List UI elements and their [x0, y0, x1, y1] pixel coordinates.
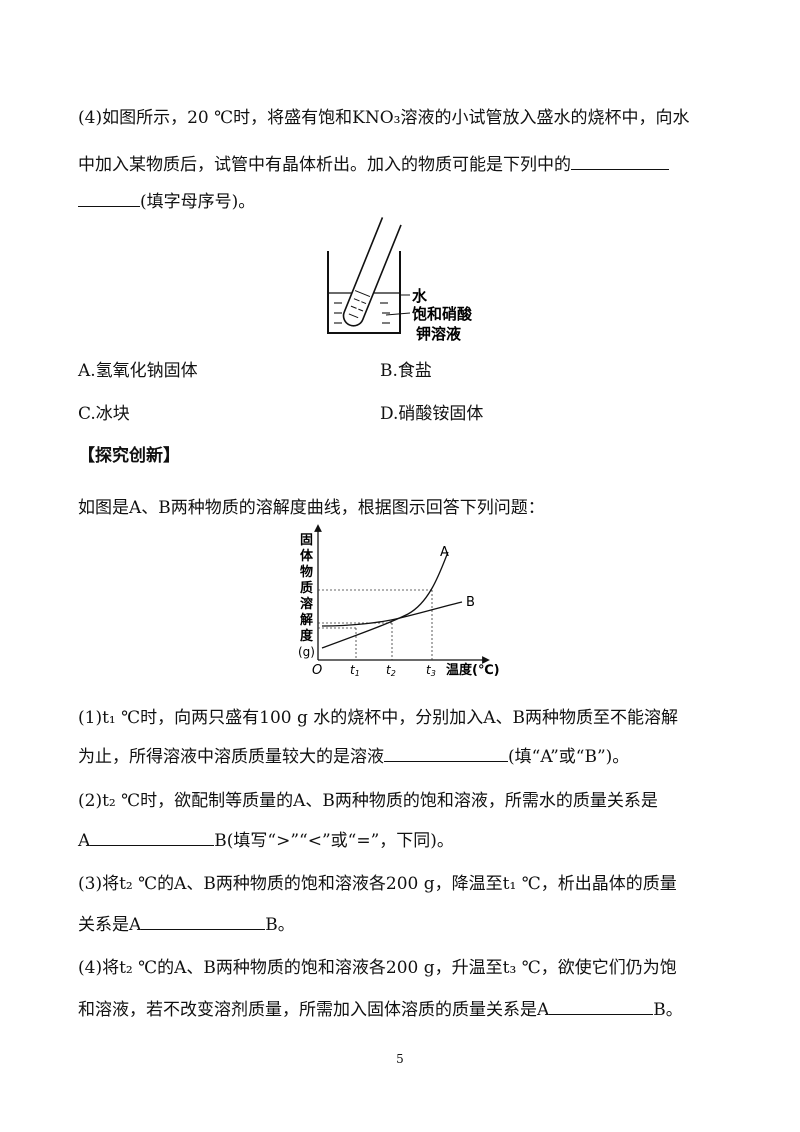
subq2-suffix: B(填写“>”“<”或“=”，下同)。	[214, 831, 454, 851]
answer-blank[interactable]	[549, 998, 654, 1015]
solution-label-line1: 饱和硝酸	[412, 305, 473, 323]
svg-text:解: 解	[299, 612, 313, 628]
svg-text:质: 质	[300, 580, 313, 596]
guide-lines	[318, 589, 433, 660]
x-axis-label: 温度(℃)	[446, 662, 500, 678]
y-axis-label: 固 体 物 质 溶 解 度	[299, 533, 314, 644]
svg-text:溶: 溶	[300, 596, 313, 612]
subq2-line1: (2)t₂ ℃时，欲配制等质量的A、B两种物质的饱和溶液，所需水的质量关系是	[78, 791, 658, 811]
curve-b	[321, 601, 463, 627]
subq2-prefix: A	[78, 831, 91, 851]
subq3-prefix: 关系是A	[78, 915, 142, 935]
intro-text: 如图是A、B两种物质的溶解度曲线，根据图示回答下列问题：	[78, 498, 545, 518]
option-c: C.冰块	[78, 404, 130, 424]
q4-line3-text: (填字母序号)。	[140, 192, 256, 212]
answer-blank[interactable]	[384, 745, 508, 762]
curve-b-label: B	[466, 595, 475, 610]
page-number: 5	[396, 1052, 404, 1066]
solution-label-line2: 钾溶液	[416, 325, 462, 343]
svg-text:度: 度	[300, 628, 314, 644]
svg-text:固: 固	[300, 533, 313, 548]
water-label: 水	[412, 287, 428, 305]
y-axis-unit: (g)	[298, 645, 315, 659]
subq1-line1: (1)t₁ ℃时，向两只盛有100 g 水的烧杯中，分别加入A、B两种物质至不能…	[78, 708, 679, 728]
subq4-line1: (4)将t₂ ℃的A、B两种物质的饱和溶液各200 g，升温至t₃ ℃，欲使它们…	[78, 958, 677, 978]
q4-line2: 中加入某物质后，试管中有晶体析出。加入的物质可能是下列中的	[78, 153, 669, 176]
option-d: D.硝酸铵固体	[380, 404, 484, 424]
tick-t1: t1	[350, 663, 360, 678]
answer-blank[interactable]	[78, 190, 140, 207]
tick-t3: t3	[426, 663, 436, 678]
q4-line1: (4)如图所示，20 ℃时，将盛有饱和KNO₃溶液的小试管放入盛水的烧杯中，向水	[78, 108, 690, 128]
subq4-prefix: 和溶液，若不改变溶剂质量，所需加入固体溶质的质量关系是A	[78, 1000, 550, 1020]
answer-blank[interactable]	[571, 153, 669, 170]
subq2-line2: A B(填写“>”“<”或“=”，下同)。	[78, 829, 454, 852]
curve-a	[321, 551, 449, 649]
section-title: 【探究创新】	[78, 446, 180, 466]
subq1-line2: 为止，所得溶液中溶质质量较大的是溶液 (填“A”或“B”)。	[78, 745, 629, 768]
solubility-graph: 固 体 物 质 溶 解 度 (g) O A B t1 t2 t3 温度(℃)	[298, 524, 500, 678]
test-tube	[342, 217, 402, 327]
subq4-suffix: B。	[653, 1000, 683, 1020]
subq1-text: 为止，所得溶液中溶质质量较大的是溶液	[78, 747, 384, 767]
subq4-line2: 和溶液，若不改变溶剂质量，所需加入固体溶质的质量关系是A B。	[78, 998, 683, 1021]
q4-line3: (填字母序号)。	[78, 190, 255, 213]
subq3-line1: (3)将t₂ ℃的A、B两种物质的饱和溶液各200 g，降温至t₁ ℃，析出晶体…	[78, 874, 677, 894]
answer-blank[interactable]	[141, 913, 266, 930]
subq1-suffix: (填“A”或“B”)。	[508, 747, 630, 767]
tick-t2: t2	[386, 663, 396, 678]
subq3-line2: 关系是A B。	[78, 913, 295, 936]
q4-line2-text: 中加入某物质后，试管中有晶体析出。加入的物质可能是下列中的	[78, 155, 571, 175]
option-b: B.食盐	[380, 361, 432, 381]
beaker-figure: 水 饱和硝酸 钾溶液	[327, 217, 473, 343]
subq3-suffix: B。	[265, 915, 295, 935]
svg-text:物: 物	[300, 564, 313, 580]
answer-blank[interactable]	[90, 829, 215, 846]
svg-text:体: 体	[300, 548, 314, 564]
origin-label: O	[312, 663, 322, 678]
option-a: A.氢氧化钠固体	[78, 361, 198, 381]
beaker-outline	[327, 251, 401, 334]
curve-a-label: A	[440, 545, 449, 560]
